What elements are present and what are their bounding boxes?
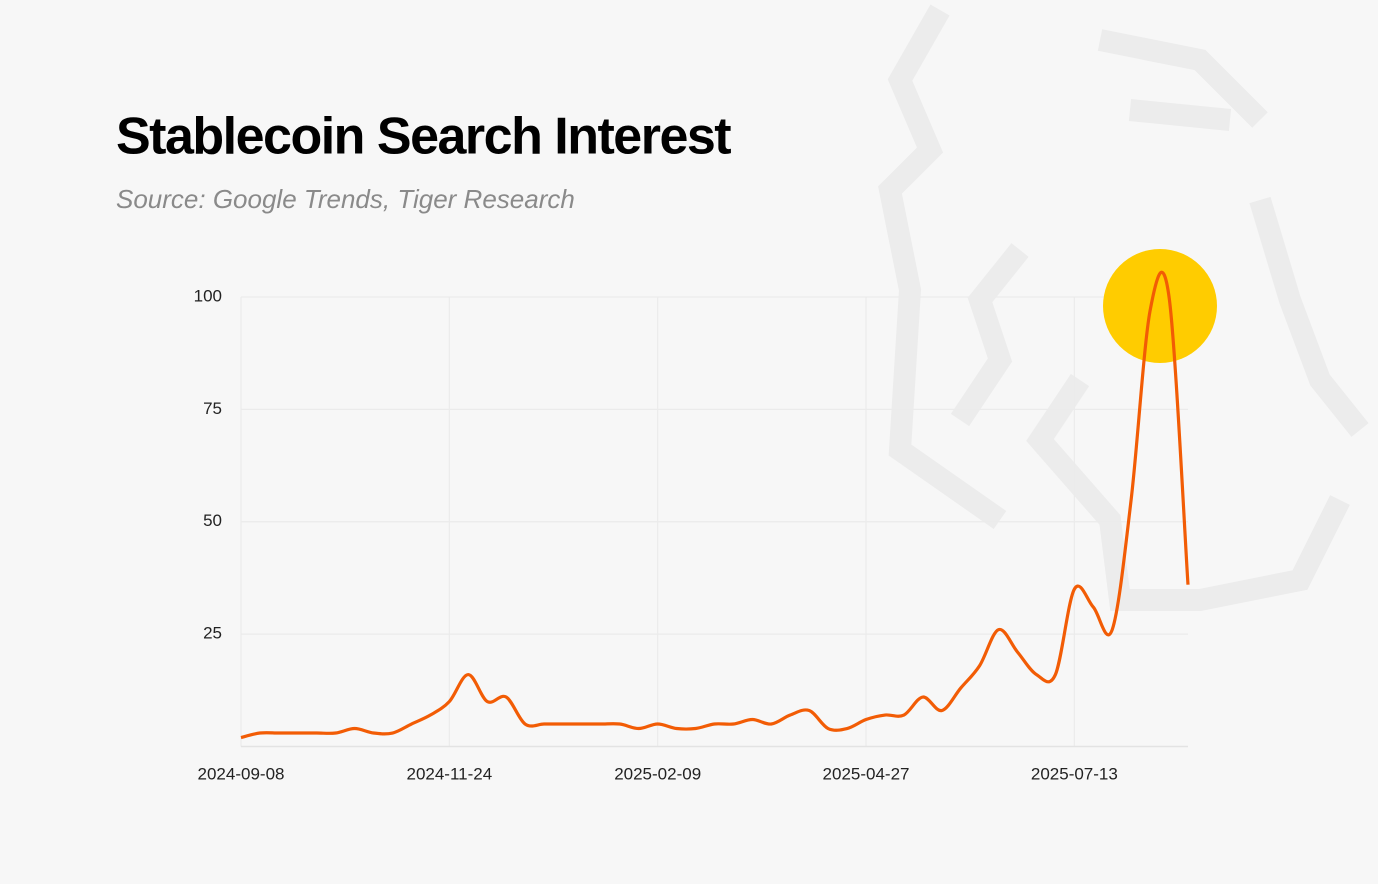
y-tick-label: 75 [203,399,222,418]
chart-title: Stablecoin Search Interest [116,108,731,166]
highlight-circle [1103,249,1217,363]
x-tick-label: 2025-07-13 [1031,764,1118,783]
y-tick-label: 100 [194,286,222,305]
chart-subtitle: Source: Google Trends, Tiger Research [116,184,575,214]
x-tick-label: 2024-11-24 [406,764,492,783]
y-tick-label: 50 [203,511,222,530]
x-tick-label: 2024-09-08 [198,764,285,783]
x-tick-label: 2025-02-09 [614,764,701,783]
x-tick-label: 2025-04-27 [823,764,910,783]
y-tick-label: 25 [203,624,222,643]
data-line [240,270,1190,740]
